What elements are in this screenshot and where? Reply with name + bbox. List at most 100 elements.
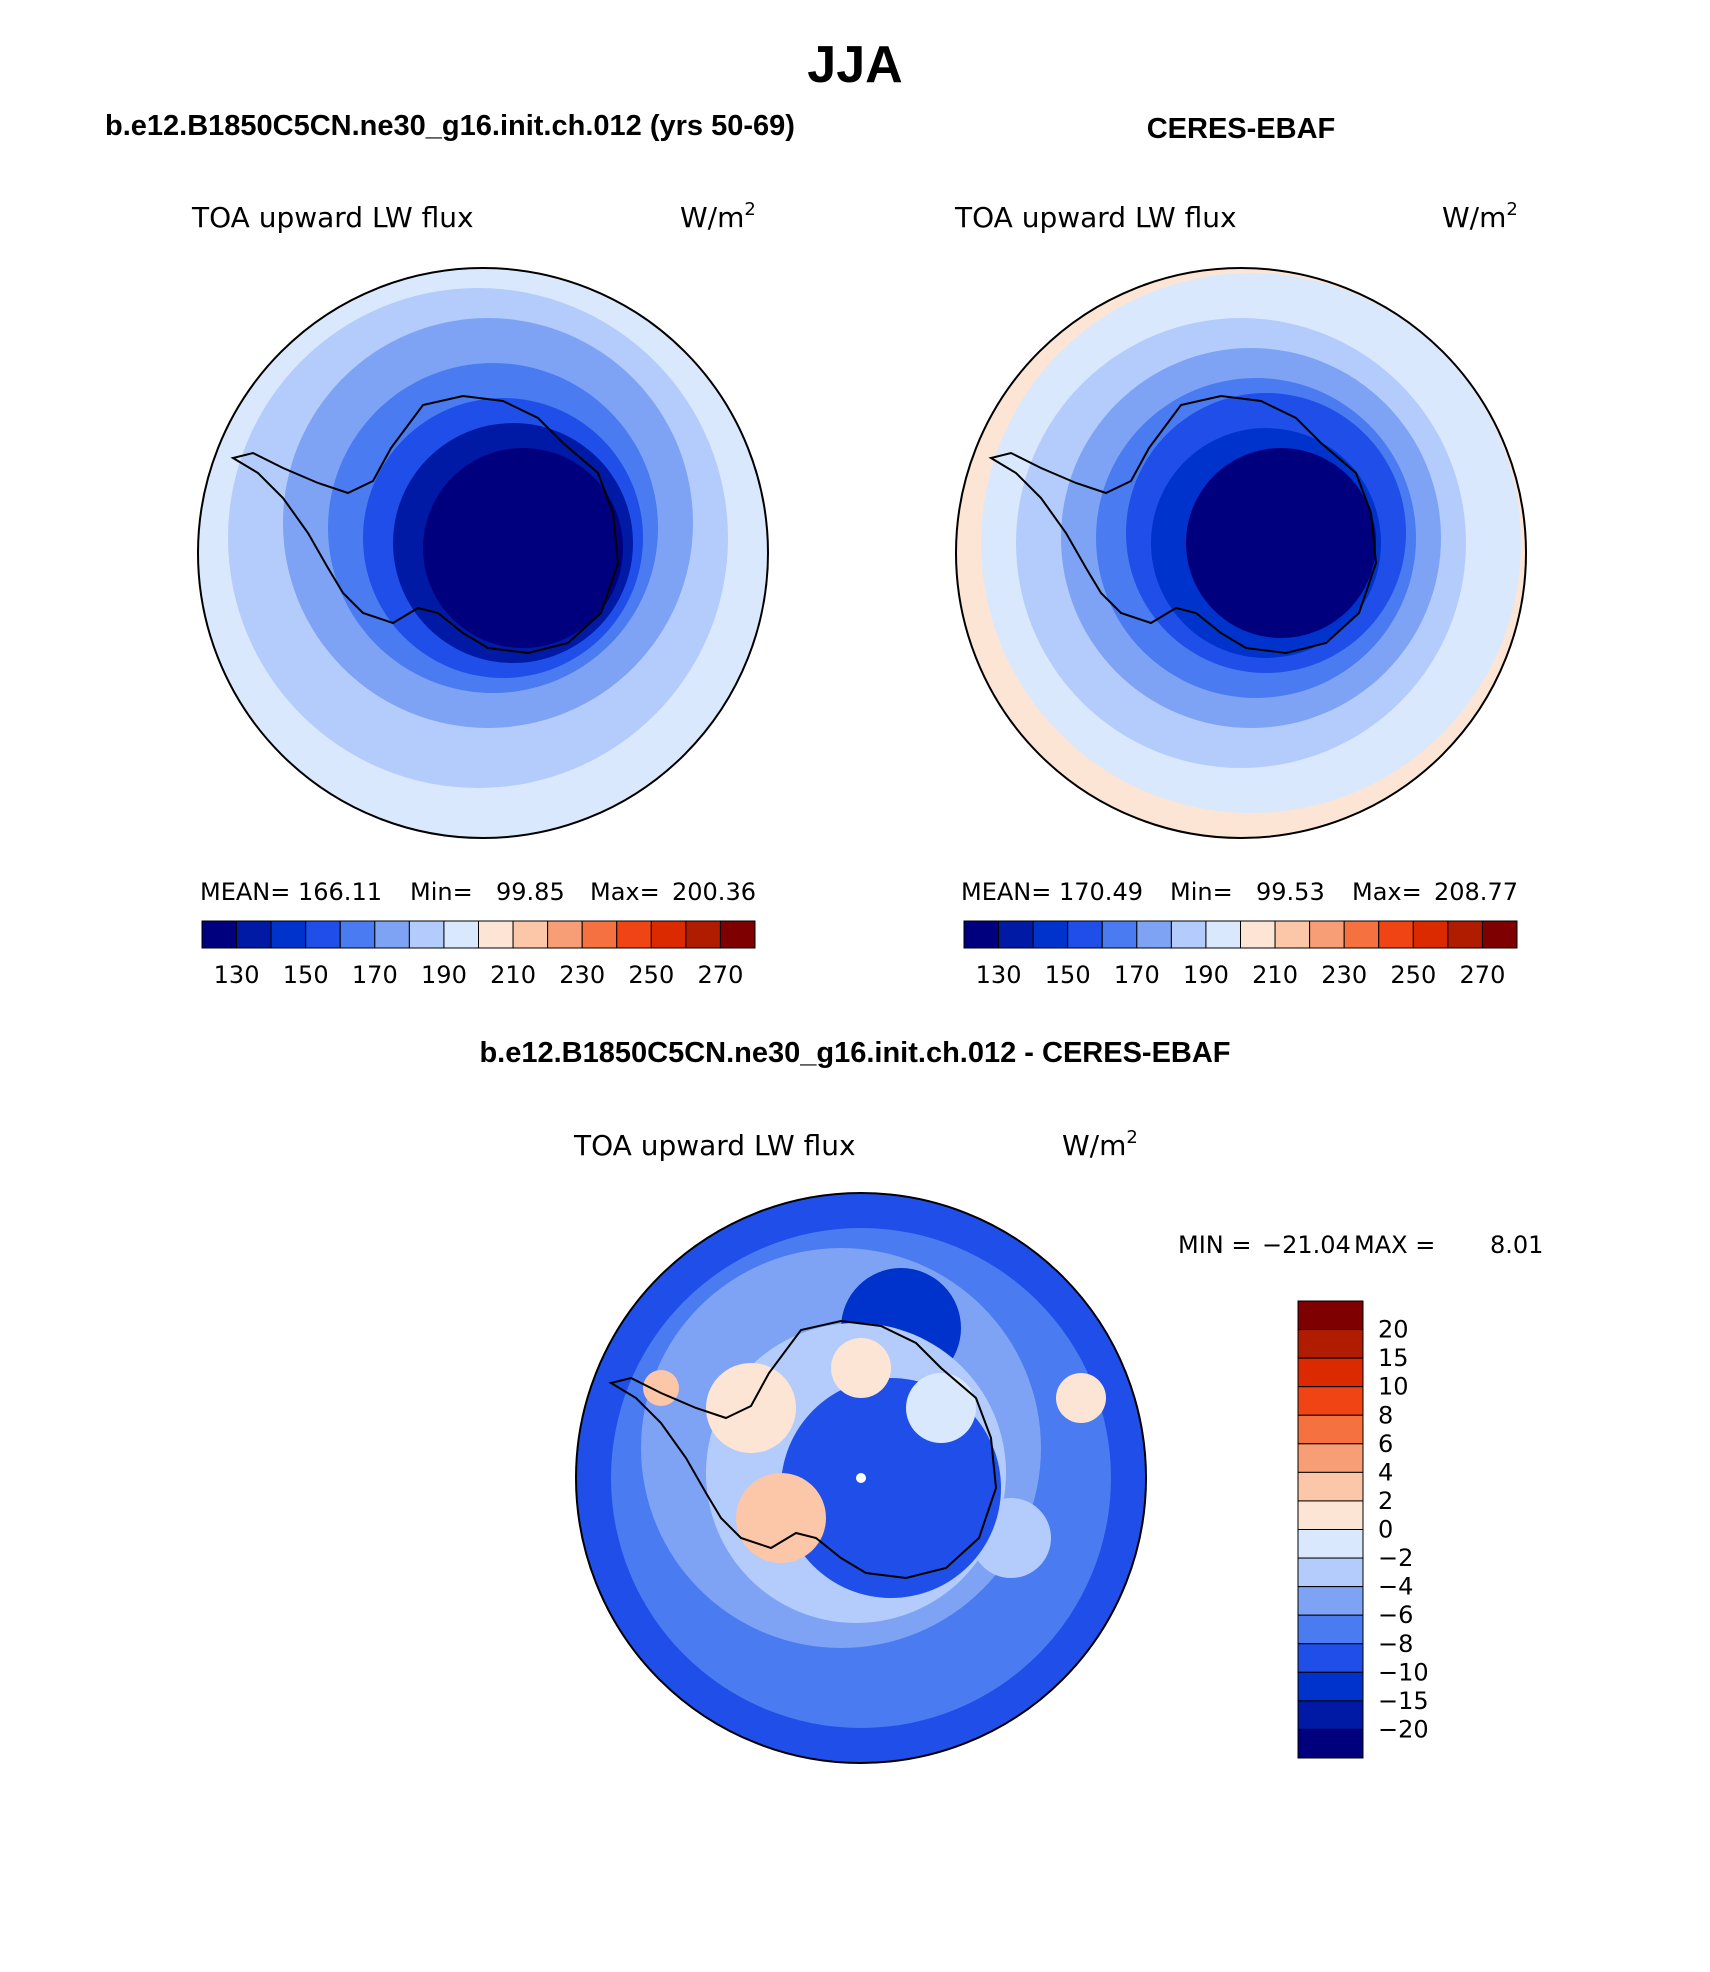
colorbar-tick-label: −15 bbox=[1378, 1687, 1429, 1715]
colorbar-tick-label: 270 bbox=[1460, 961, 1506, 989]
colorbar-tick-label: 230 bbox=[1321, 961, 1367, 989]
colorbar-box-120 bbox=[963, 920, 1000, 949]
panel-2-min-label: Min= bbox=[1170, 878, 1233, 906]
colorbar-tick-label: 190 bbox=[1183, 961, 1229, 989]
colorbar-box-270 bbox=[719, 920, 756, 949]
colorbar-box-190 bbox=[1205, 920, 1241, 949]
antarctica-outline bbox=[988, 394, 1378, 655]
colorbar-tick-label: 8 bbox=[1378, 1401, 1393, 1429]
main-title: JJA bbox=[807, 36, 902, 94]
colorbar-box--10 bbox=[1297, 1643, 1364, 1673]
colorbar-box-180 bbox=[408, 920, 445, 949]
panel-1-units: W/m2 bbox=[680, 199, 756, 234]
colorbar-tick-label: −4 bbox=[1378, 1573, 1413, 1601]
colorbar-tick-label: −10 bbox=[1378, 1658, 1429, 1686]
colorbar-box-190 bbox=[443, 920, 479, 949]
colorbar-tick-label: 230 bbox=[559, 961, 605, 989]
panel-2-title: CERES-EBAF bbox=[1147, 113, 1336, 145]
colorbar-box-150 bbox=[305, 920, 341, 949]
colorbar-tick-label: 130 bbox=[214, 961, 260, 989]
colorbar-box-270 bbox=[1481, 920, 1518, 949]
panel-2-units: W/m2 bbox=[1442, 199, 1518, 234]
colorbar-box--6 bbox=[1297, 1586, 1364, 1616]
panel-2-colorbar: 130 150 170 190 210 230 250 270 bbox=[963, 920, 1518, 989]
colorbar-tick-label: 170 bbox=[1114, 961, 1160, 989]
colorbar-tick-label: 250 bbox=[628, 961, 674, 989]
colorbar-box-150 bbox=[1067, 920, 1103, 949]
colorbar-box-260 bbox=[685, 920, 721, 949]
colorbar-box-20 bbox=[1297, 1300, 1364, 1331]
panel-obs: CERES-EBAF TOA upward LW flux W/m2 MEAN=… bbox=[954, 113, 1527, 989]
panel-3-min: −21.04 bbox=[1262, 1231, 1351, 1259]
colorbar-tick-label: 20 bbox=[1378, 1316, 1409, 1344]
colorbar-tick-label: 15 bbox=[1378, 1344, 1409, 1372]
panel-1-title: b.e12.B1850C5CN.ne30_g16.init.ch.012 (yr… bbox=[105, 110, 795, 142]
colorbar-tick-label: 210 bbox=[490, 961, 536, 989]
panel-1-max-label: Max= bbox=[590, 878, 660, 906]
colorbar-box-240 bbox=[616, 920, 652, 949]
colorbar-box-220 bbox=[547, 920, 583, 949]
panel-2-stats: MEAN= 170.49 Min= 99.53 Max= 208.77 bbox=[961, 878, 1518, 906]
panel-1-stats: MEAN= 166.11 Min= 99.85 Max= 200.36 bbox=[200, 878, 756, 906]
colorbar-box-2 bbox=[1297, 1471, 1364, 1502]
panel-1-variable: TOA upward LW flux bbox=[191, 201, 474, 234]
panel-1-mean: 166.11 bbox=[298, 878, 382, 906]
colorbar-box-240 bbox=[1378, 920, 1414, 949]
panel-3-variable: TOA upward LW flux bbox=[573, 1129, 856, 1162]
panel-2-min: 99.53 bbox=[1256, 878, 1325, 906]
map-2-border bbox=[955, 267, 1527, 839]
map-1-field bbox=[198, 268, 768, 838]
colorbar-box-10 bbox=[1297, 1357, 1364, 1388]
colorbar-box-8 bbox=[1297, 1386, 1364, 1416]
panel-1-min: 99.85 bbox=[496, 878, 565, 906]
colorbar-box-120 bbox=[201, 920, 238, 949]
panel-1-colorbar: 130 150 170 190 210 230 250 270 bbox=[201, 920, 756, 989]
colorbar-box-4 bbox=[1297, 1443, 1364, 1473]
panel-3-min-label: MIN = bbox=[1178, 1231, 1251, 1259]
colorbar-tick-label: −2 bbox=[1378, 1544, 1413, 1572]
colorbar-tick-label: −8 bbox=[1378, 1630, 1413, 1658]
colorbar-tick-label: 130 bbox=[976, 961, 1022, 989]
colorbar-box-230 bbox=[1343, 920, 1380, 949]
map-3-field bbox=[576, 1193, 1146, 1763]
colorbar-box-170 bbox=[1136, 920, 1172, 949]
map-3-region-11 bbox=[906, 1373, 976, 1443]
antarctica-outline bbox=[230, 394, 620, 655]
colorbar-box-260 bbox=[1447, 920, 1483, 949]
colorbar-box-230 bbox=[581, 920, 618, 949]
colorbar-box--20 bbox=[1297, 1700, 1364, 1730]
panel-model: b.e12.B1850C5CN.ne30_g16.init.ch.012 (yr… bbox=[105, 110, 795, 989]
colorbar-box--4 bbox=[1297, 1557, 1364, 1588]
colorbar-box--2 bbox=[1297, 1529, 1364, 1559]
antarctica-outline bbox=[608, 1319, 998, 1580]
map-3-region-10 bbox=[831, 1338, 891, 1398]
colorbar-tick-label: 4 bbox=[1378, 1458, 1393, 1486]
colorbar-tick-label: 10 bbox=[1378, 1373, 1409, 1401]
colorbar-tick-label: 190 bbox=[421, 961, 467, 989]
colorbar-box-130 bbox=[236, 920, 272, 949]
colorbar-box-250 bbox=[1412, 920, 1449, 949]
colorbar-box--25 bbox=[1297, 1728, 1364, 1759]
panel-1-mean-label: MEAN= bbox=[200, 878, 290, 906]
map-1-border bbox=[197, 267, 769, 839]
panel-3-max: 8.01 bbox=[1490, 1231, 1543, 1259]
colorbar-box-250 bbox=[650, 920, 687, 949]
panel-2-variable: TOA upward LW flux bbox=[954, 201, 1237, 234]
map-3-coastline bbox=[608, 1319, 998, 1580]
map-3-pole-dot bbox=[856, 1473, 866, 1483]
map-3-region-9 bbox=[736, 1473, 826, 1563]
colorbar-box-200 bbox=[1240, 920, 1276, 949]
panel-3-max-label: MAX = bbox=[1354, 1231, 1435, 1259]
colorbar-box-160 bbox=[1101, 920, 1138, 949]
colorbar-box-15 bbox=[1297, 1329, 1364, 1359]
panel-2-mean: 170.49 bbox=[1059, 878, 1143, 906]
colorbar-box-200 bbox=[478, 920, 514, 949]
map-3-region-8 bbox=[706, 1363, 796, 1453]
colorbar-box-140 bbox=[1032, 920, 1069, 949]
panel-1-min-label: Min= bbox=[410, 878, 473, 906]
colorbar-box-0 bbox=[1297, 1500, 1364, 1530]
panel-3-stats: MIN = −21.04 MAX = 8.01 bbox=[1178, 1231, 1543, 1259]
colorbar-box--8 bbox=[1297, 1614, 1364, 1645]
